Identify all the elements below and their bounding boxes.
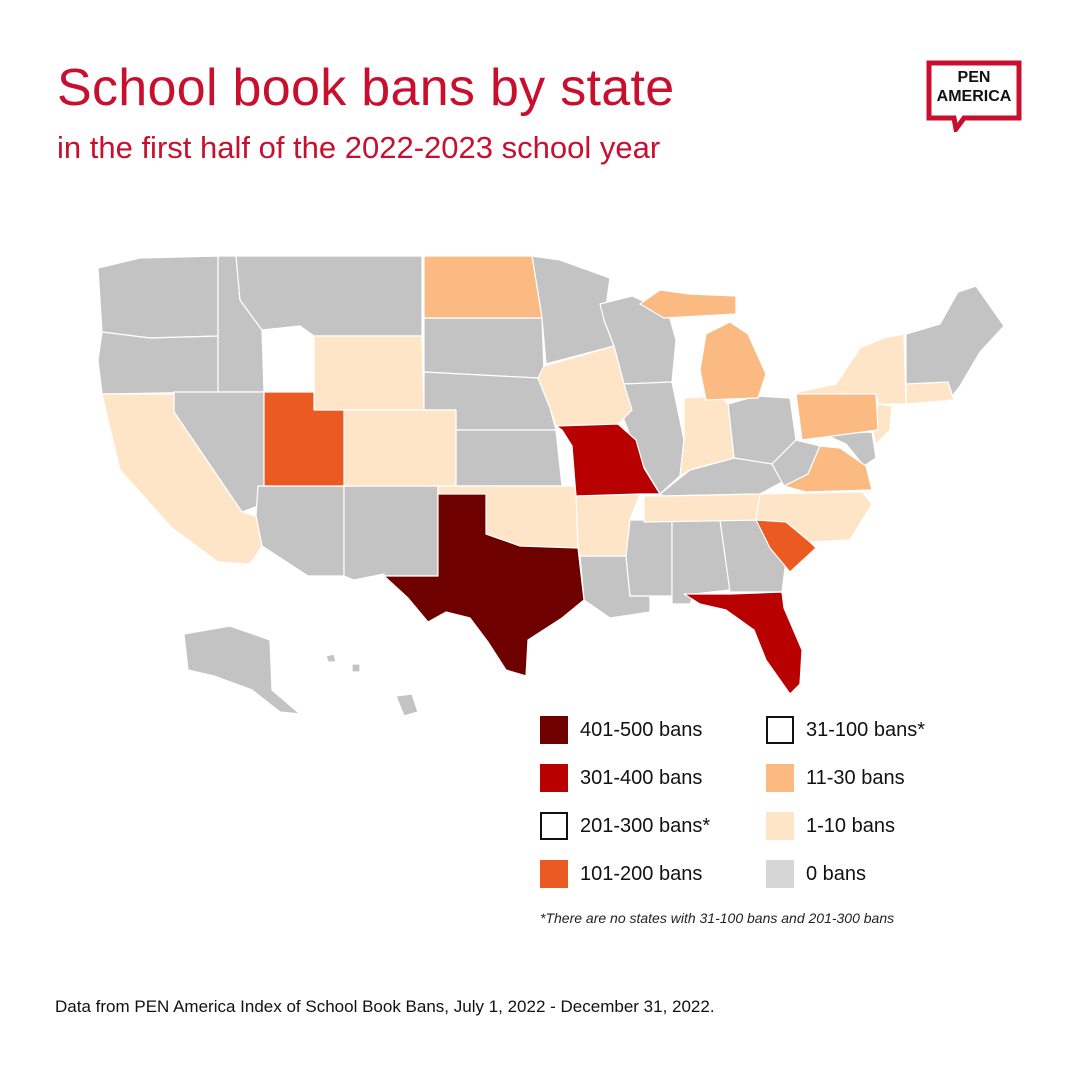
logo-line-1: PEN <box>957 69 991 86</box>
state-kansas <box>455 429 563 487</box>
legend-item-301-400: 301-400 bans <box>540 764 702 792</box>
state-florida <box>683 591 803 695</box>
state-wyoming <box>313 335 425 411</box>
legend-swatch <box>766 812 794 840</box>
state-texas <box>383 493 585 677</box>
state-virginia <box>783 445 873 493</box>
state-new-england <box>905 285 1005 405</box>
state-south-carolina <box>755 519 817 573</box>
legend-label: 201-300 bans* <box>580 814 711 837</box>
legend: 401-500 bans 301-400 bans 201-300 bans* … <box>540 712 960 902</box>
legend-item-101-200: 101-200 bans <box>540 860 702 888</box>
state-mississippi <box>625 519 673 597</box>
legend-item-11-30: 11-30 bans <box>766 764 905 792</box>
state-colorado <box>343 409 457 487</box>
state-california <box>101 393 263 565</box>
logo-line-2: AMERICA <box>936 88 1012 105</box>
legend-label: 101-200 bans <box>580 862 703 885</box>
state-alaska <box>183 625 301 715</box>
legend-item-201-300: 201-300 bans* <box>540 812 710 840</box>
legend-swatch <box>540 764 568 792</box>
legend-label: 11-30 bans <box>806 766 905 789</box>
legend-item-31-100: 31-100 bans* <box>766 716 925 744</box>
state-hawaii <box>325 653 419 717</box>
state-missouri <box>555 423 661 497</box>
state-michigan <box>639 289 767 401</box>
legend-swatch <box>540 860 568 888</box>
page-title: School book bans by state <box>57 59 675 117</box>
legend-label: 1-10 bans <box>806 814 895 837</box>
logo-text: PEN AMERICA <box>926 68 1022 106</box>
state-south-dakota <box>423 317 545 379</box>
pen-america-logo: PEN AMERICA <box>926 60 1022 136</box>
legend-swatch <box>766 716 794 744</box>
legend-label: 31-100 bans* <box>806 718 925 741</box>
legend-label: 401-500 bans <box>580 718 703 741</box>
legend-swatch <box>540 812 568 840</box>
legend-label: 301-400 bans <box>580 766 703 789</box>
state-washington <box>97 255 219 339</box>
logo-frame-icon <box>926 60 1022 136</box>
legend-item-0: 0 bans <box>766 860 866 888</box>
legend-swatch <box>540 716 568 744</box>
state-utah <box>263 391 345 487</box>
state-north-dakota <box>423 255 543 319</box>
legend-item-1-10: 1-10 bans <box>766 812 895 840</box>
state-pennsylvania <box>795 393 879 441</box>
source-note: Data from PEN America Index of School Bo… <box>55 997 715 1016</box>
legend-item-401-500: 401-500 bans <box>540 716 702 744</box>
state-arizona <box>255 485 345 577</box>
legend-footnote: *There are no states with 31-100 bans an… <box>540 910 895 926</box>
page-subtitle: in the first half of the 2022-2023 schoo… <box>57 130 661 165</box>
legend-label: 0 bans <box>806 862 867 885</box>
state-massachusetts <box>905 381 955 405</box>
legend-swatch <box>766 764 794 792</box>
state-illinois <box>623 381 685 495</box>
state-new-mexico <box>343 485 439 581</box>
legend-swatch <box>766 860 794 888</box>
state-oregon <box>97 331 219 395</box>
state-montana <box>235 255 423 337</box>
